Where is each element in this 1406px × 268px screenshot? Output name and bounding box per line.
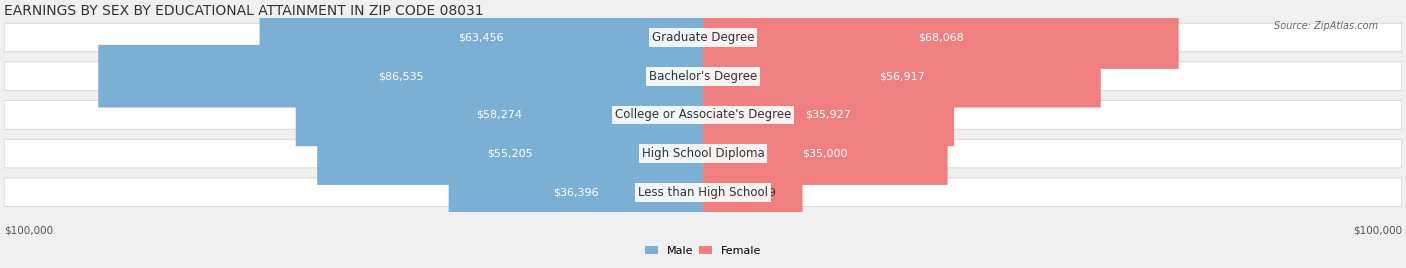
Text: $56,917: $56,917 — [879, 71, 925, 81]
Text: Source: ZipAtlas.com: Source: ZipAtlas.com — [1274, 21, 1378, 31]
Text: $63,456: $63,456 — [458, 32, 505, 43]
Text: $100,000: $100,000 — [1353, 225, 1402, 235]
FancyBboxPatch shape — [703, 84, 955, 146]
FancyBboxPatch shape — [4, 100, 1402, 129]
FancyBboxPatch shape — [703, 45, 1101, 107]
FancyBboxPatch shape — [260, 6, 703, 69]
Legend: Male, Female: Male, Female — [640, 241, 766, 260]
FancyBboxPatch shape — [318, 122, 703, 185]
Text: Bachelor's Degree: Bachelor's Degree — [650, 70, 756, 83]
Text: $35,927: $35,927 — [806, 110, 852, 120]
FancyBboxPatch shape — [703, 122, 948, 185]
Text: Less than High School: Less than High School — [638, 186, 768, 199]
Text: $14,239: $14,239 — [730, 187, 776, 197]
Text: $86,535: $86,535 — [378, 71, 423, 81]
Text: College or Associate's Degree: College or Associate's Degree — [614, 108, 792, 121]
Text: $100,000: $100,000 — [4, 225, 53, 235]
FancyBboxPatch shape — [4, 178, 1402, 207]
Text: $58,274: $58,274 — [477, 110, 523, 120]
Text: $55,205: $55,205 — [488, 148, 533, 159]
Text: High School Diploma: High School Diploma — [641, 147, 765, 160]
Text: EARNINGS BY SEX BY EDUCATIONAL ATTAINMENT IN ZIP CODE 08031: EARNINGS BY SEX BY EDUCATIONAL ATTAINMEN… — [4, 4, 484, 18]
FancyBboxPatch shape — [703, 6, 1178, 69]
FancyBboxPatch shape — [449, 161, 703, 224]
Text: $35,000: $35,000 — [803, 148, 848, 159]
FancyBboxPatch shape — [703, 161, 803, 224]
FancyBboxPatch shape — [295, 84, 703, 146]
Text: Graduate Degree: Graduate Degree — [652, 31, 754, 44]
FancyBboxPatch shape — [4, 62, 1402, 91]
FancyBboxPatch shape — [98, 45, 703, 107]
FancyBboxPatch shape — [4, 139, 1402, 168]
FancyBboxPatch shape — [4, 23, 1402, 52]
Text: $36,396: $36,396 — [553, 187, 599, 197]
Text: $68,068: $68,068 — [918, 32, 963, 43]
